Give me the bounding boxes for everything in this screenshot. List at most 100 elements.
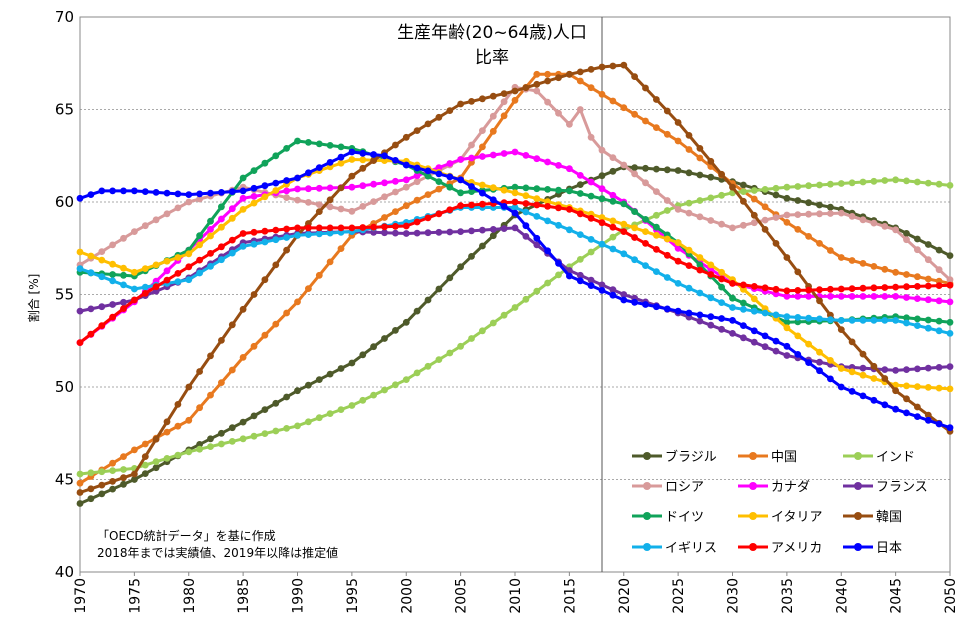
point-9-2042 <box>859 317 867 324</box>
legend-label-2: インド <box>876 450 915 465</box>
point-7-2041 <box>848 368 856 376</box>
point-10-2027 <box>696 266 704 274</box>
legend-item-3: ロシア <box>632 480 704 495</box>
point-4-1978 <box>163 267 171 275</box>
point-10-2003 <box>435 210 443 218</box>
point-3-2049 <box>935 266 943 274</box>
point-1-2024 <box>663 130 671 138</box>
point-4-1984 <box>228 205 236 213</box>
point-1-1981 <box>196 404 204 412</box>
point-7-1971 <box>87 252 95 260</box>
point-0-1993 <box>326 370 334 378</box>
point-8-2010 <box>511 87 519 95</box>
point-7-2012 <box>533 195 541 203</box>
point-8-2015 <box>566 70 573 78</box>
point-3-2013 <box>544 98 551 106</box>
point-8-2007 <box>479 95 486 103</box>
point-10-1970 <box>76 339 84 346</box>
point-2-2006 <box>468 335 475 342</box>
point-2-1997 <box>370 391 377 399</box>
point-11-1983 <box>218 189 225 196</box>
point-11-2043 <box>870 396 878 404</box>
point-5-2049 <box>935 364 943 371</box>
point-2-1991 <box>305 418 312 426</box>
point-1-1974 <box>120 453 127 460</box>
point-7-1970 <box>76 248 84 256</box>
point-10-1980 <box>185 263 193 271</box>
legend-label-3: ロシア <box>665 480 704 495</box>
point-4-2007 <box>479 153 486 160</box>
point-3-2022 <box>642 179 649 187</box>
point-2-1985 <box>239 435 247 443</box>
point-3-2007 <box>479 127 486 134</box>
point-9-2010 <box>511 204 519 211</box>
point-1-2007 <box>479 143 486 151</box>
x-tick-2035: 2035 <box>780 578 796 614</box>
point-2-2019 <box>609 233 617 241</box>
point-8-2004 <box>446 107 454 114</box>
point-2-1992 <box>315 414 323 422</box>
point-1-2020 <box>620 104 628 112</box>
legend-swatch-marker-7 <box>749 512 757 520</box>
point-9-1989 <box>283 234 290 241</box>
point-2-2027 <box>696 197 704 204</box>
point-2-1978 <box>163 455 171 462</box>
point-3-2031 <box>740 221 747 229</box>
point-8-2041 <box>848 338 856 346</box>
point-7-2029 <box>718 268 725 276</box>
legend-swatch-marker-3 <box>643 482 651 490</box>
point-3-1999 <box>392 188 399 196</box>
point-7-1984 <box>228 214 236 222</box>
point-4-1992 <box>315 184 323 192</box>
point-11-2034 <box>772 337 780 345</box>
point-6-2012 <box>533 185 541 193</box>
point-9-1971 <box>87 269 95 277</box>
legend-label-7: イタリア <box>771 510 822 525</box>
point-1-2008 <box>489 127 497 135</box>
point-5-1998 <box>381 229 388 237</box>
point-4-1999 <box>392 177 399 185</box>
point-1-2025 <box>674 137 682 145</box>
point-1-2046 <box>903 271 910 278</box>
point-1-1984 <box>228 366 236 374</box>
point-8-2012 <box>533 80 541 88</box>
point-11-1989 <box>283 177 290 184</box>
point-0-2035 <box>783 194 791 202</box>
point-0-2016 <box>576 181 584 189</box>
point-0-2027 <box>696 171 704 179</box>
point-7-2021 <box>631 224 638 232</box>
point-8-2018 <box>598 63 606 71</box>
point-6-1992 <box>315 140 323 148</box>
point-5-2017 <box>587 276 595 284</box>
point-8-2002 <box>424 120 432 128</box>
point-10-1981 <box>196 256 204 264</box>
point-11-2026 <box>685 309 693 317</box>
point-8-2040 <box>837 326 845 333</box>
point-6-1981 <box>196 232 204 240</box>
x-tick-1990: 1990 <box>291 578 307 614</box>
point-3-2050 <box>946 276 954 284</box>
point-10-1988 <box>272 226 280 234</box>
legend-item-10: アメリカ <box>738 541 822 556</box>
point-0-1985 <box>239 418 247 426</box>
point-2-2040 <box>837 180 845 187</box>
point-10-1974 <box>120 305 127 312</box>
point-5-2009 <box>500 225 508 233</box>
point-7-1982 <box>207 232 214 240</box>
point-1-2001 <box>413 196 421 204</box>
legend-item-6: ドイツ <box>632 510 704 525</box>
point-10-2043 <box>870 284 878 292</box>
point-2-2049 <box>935 180 943 188</box>
point-11-1993 <box>326 159 334 166</box>
point-10-2033 <box>761 284 769 292</box>
point-3-1975 <box>131 228 138 236</box>
point-6-2016 <box>576 190 584 197</box>
point-2-2000 <box>402 376 410 383</box>
legend-item-5: フランス <box>843 480 928 495</box>
point-6-1974 <box>120 271 127 279</box>
point-11-1975 <box>131 187 138 195</box>
point-6-2005 <box>457 189 464 197</box>
point-11-2035 <box>783 342 791 350</box>
point-6-2019 <box>609 197 617 205</box>
point-10-1999 <box>392 223 399 230</box>
